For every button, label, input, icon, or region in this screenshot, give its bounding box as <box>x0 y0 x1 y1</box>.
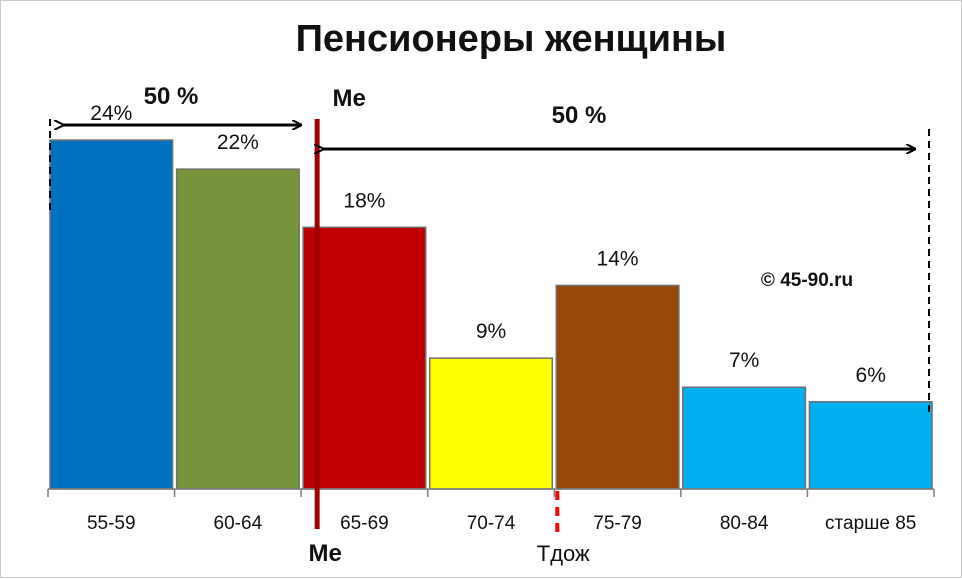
category-label: 65-69 <box>340 513 389 534</box>
category-label: 70-74 <box>467 513 516 534</box>
category-label: 55-59 <box>87 513 136 534</box>
annotation-layer: Me Me 50 % 50 % Tдож © 45-90.ru <box>49 83 930 567</box>
right-share-label: 50 % <box>552 102 607 129</box>
bar-старше 85 <box>808 401 933 490</box>
chart-title: Пенсионеры женщины <box>296 18 727 60</box>
category-label: 60-64 <box>214 513 263 534</box>
bars-layer: 24% 55-59 22% 60-64 18% 65-69 9% 70-74 14% 75-79 7… <box>47 102 935 534</box>
bar-55-59 <box>49 139 174 490</box>
copyright-text: © 45-90.ru <box>761 270 853 291</box>
left-share-label: 50 % <box>144 83 199 110</box>
category-label: 80-84 <box>720 513 769 534</box>
bar-70-74 <box>428 357 554 490</box>
bar-60-64 <box>175 168 300 490</box>
value-label: 14% <box>597 247 639 270</box>
median-label-top: Me <box>332 85 365 112</box>
tdozh-label: Tдож <box>537 541 590 566</box>
bar-65-69 <box>302 226 427 490</box>
median-label-bottom: Me <box>308 540 341 567</box>
value-label: 7% <box>729 349 759 372</box>
bar-80-84 <box>682 386 807 490</box>
value-label: 22% <box>217 131 259 154</box>
bar-75-79 <box>555 284 680 490</box>
category-label: 75-79 <box>593 513 642 534</box>
category-label: старше 85 <box>825 513 916 534</box>
value-label: 6% <box>856 364 886 387</box>
value-label: 9% <box>476 320 506 343</box>
value-label: 24% <box>90 102 132 125</box>
value-label: 18% <box>343 189 385 212</box>
